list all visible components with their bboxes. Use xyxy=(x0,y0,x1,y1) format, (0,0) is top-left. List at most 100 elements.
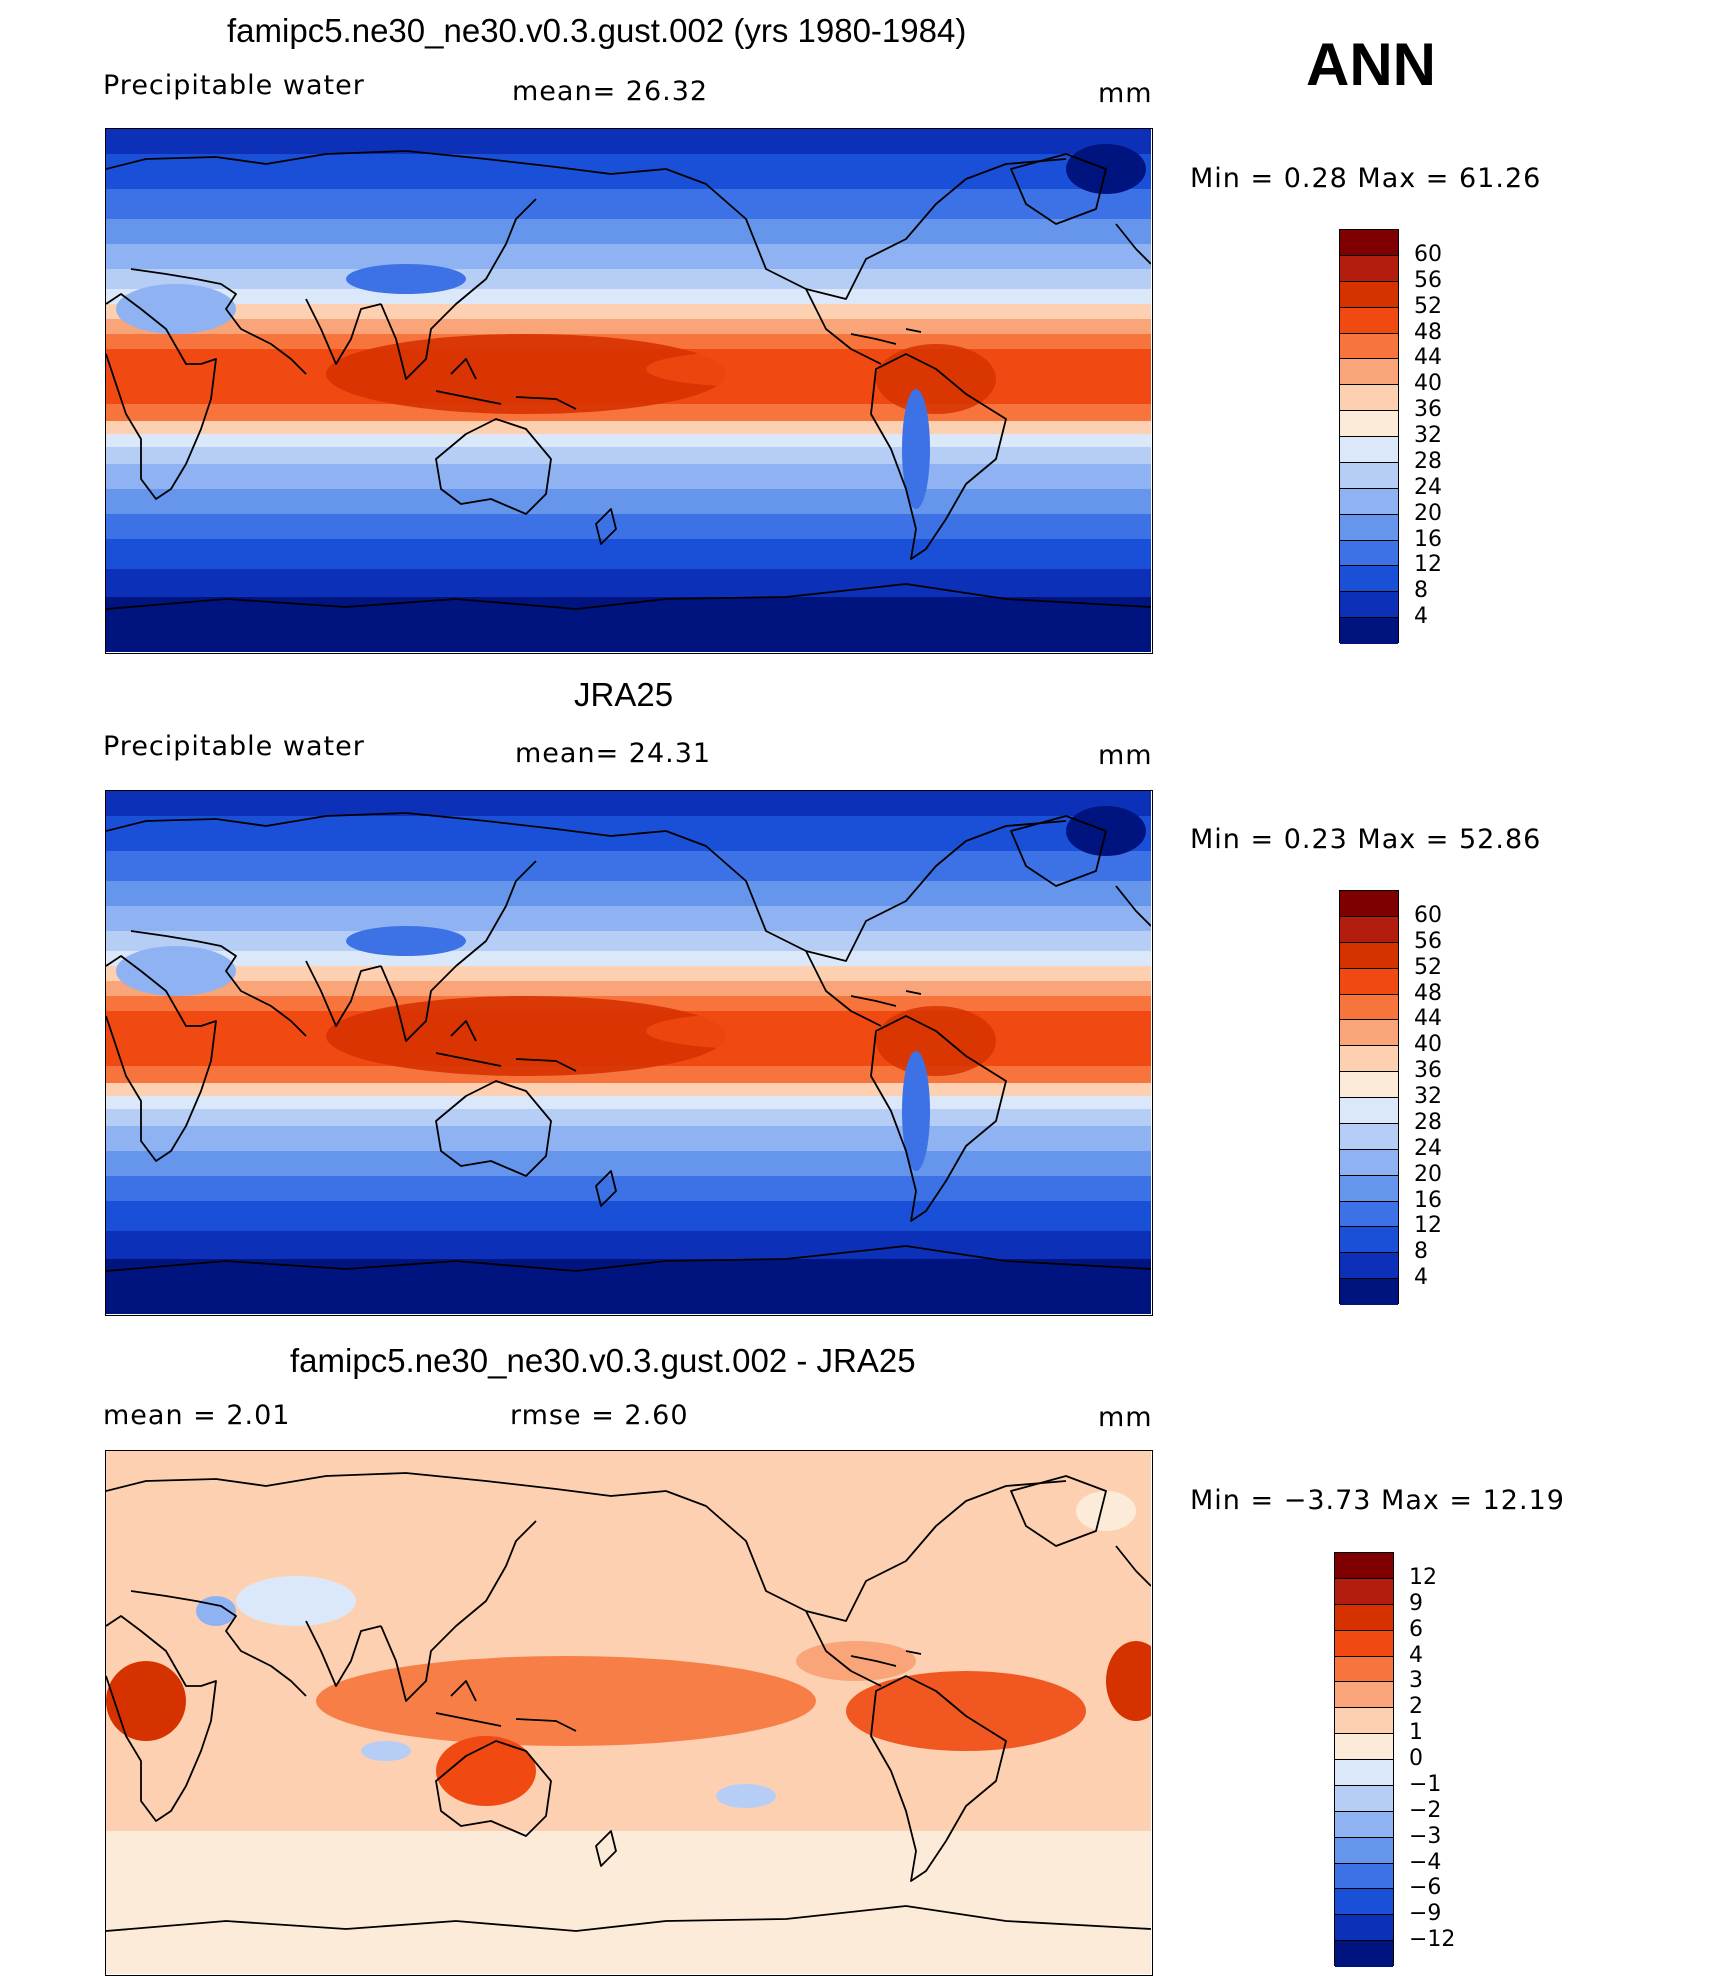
colorbar-swatch xyxy=(1340,359,1398,386)
map-field xyxy=(106,129,1151,652)
colorbar-swatch xyxy=(1340,1123,1398,1150)
colorbar-swatch xyxy=(1335,1604,1393,1631)
colorbar-tick-label: −12 xyxy=(1409,1927,1456,1953)
colorbar-tick-label: 32 xyxy=(1414,1084,1442,1109)
colorbar-swatch xyxy=(1335,1811,1393,1838)
colorbar-tick-label: −3 xyxy=(1409,1823,1442,1849)
colorbar-swatch xyxy=(1340,1279,1398,1305)
colorbar-swatch xyxy=(1335,1734,1393,1760)
map-field xyxy=(106,1451,1151,1974)
colorbar-swatch xyxy=(1340,1149,1398,1176)
colorbar-swatch xyxy=(1340,307,1398,334)
colorbar-tick-label: 60 xyxy=(1414,241,1442,267)
panel-1-variable-label: Precipitable water xyxy=(103,70,365,101)
colorbar-tick-label: −2 xyxy=(1409,1797,1442,1823)
panel-2-units: mm xyxy=(1098,740,1153,771)
panel-2-title: JRA25 xyxy=(574,676,674,713)
colorbar-tick-label: 2 xyxy=(1409,1694,1423,1720)
colorbar-swatch xyxy=(1340,1201,1398,1228)
colorbar-tick-label: 28 xyxy=(1414,1109,1442,1135)
colorbar-tick-label: 16 xyxy=(1414,526,1442,552)
panel-1-mean-label: mean= 26.32 xyxy=(512,76,709,107)
panel-3-map xyxy=(105,1450,1153,1976)
colorbar-tick-label: 4 xyxy=(1414,604,1428,630)
colorbar-tick-label: 9 xyxy=(1409,1590,1423,1616)
colorbar-tick-label: 1 xyxy=(1409,1720,1423,1746)
season-label: ANN xyxy=(1306,31,1436,98)
panel-2-variable-label: Precipitable water xyxy=(103,731,365,762)
colorbar-swatch xyxy=(1340,1072,1398,1098)
colorbar-tick-label: 44 xyxy=(1414,1006,1442,1032)
colorbar-tick-label: 60 xyxy=(1414,902,1442,928)
colorbar-tick-label: 52 xyxy=(1414,293,1442,319)
panel-3-rmse-label: rmse = 2.60 xyxy=(510,1400,689,1431)
colorbar-tick-label: 48 xyxy=(1414,319,1442,345)
colorbar-tick-label: −9 xyxy=(1409,1901,1442,1927)
colorbar-swatch xyxy=(1340,514,1398,541)
colorbar-swatch xyxy=(1335,1837,1393,1864)
colorbar-swatch xyxy=(1340,566,1398,593)
colorbar-tick-label: 28 xyxy=(1414,448,1442,474)
panel-2-map xyxy=(105,790,1153,1316)
colorbar-tick-label: −6 xyxy=(1409,1875,1442,1901)
colorbar-swatch xyxy=(1340,540,1398,567)
colorbar-tick-label: 36 xyxy=(1414,397,1442,423)
colorbar-tick-label: 56 xyxy=(1414,267,1442,293)
colorbar-tick-label: 56 xyxy=(1414,928,1442,954)
colorbar-swatch xyxy=(1335,1760,1393,1786)
colorbar-tick-label: 36 xyxy=(1414,1058,1442,1084)
colorbar-swatch xyxy=(1335,1915,1393,1942)
colorbar-swatch xyxy=(1340,437,1398,463)
colorbar-swatch xyxy=(1340,618,1398,644)
colorbar-tick-label: 4 xyxy=(1409,1642,1423,1668)
panel-2-minmax: Min = 0.23 Max = 52.86 xyxy=(1190,824,1542,855)
colorbar-tick-label: 12 xyxy=(1414,1213,1442,1239)
colorbar-tick-label: 40 xyxy=(1414,1032,1442,1058)
colorbar-swatch xyxy=(1335,1682,1393,1709)
panel-3-minmax: Min = −3.73 Max = 12.19 xyxy=(1190,1485,1565,1516)
panel-2-mean-label: mean= 24.31 xyxy=(515,738,712,769)
panel-1-title: famipc5.ne30_ne30.v0.3.gust.002 (yrs 198… xyxy=(227,12,967,49)
colorbar-swatch xyxy=(1340,1020,1398,1047)
panel-1-map xyxy=(105,128,1153,654)
colorbar-swatch xyxy=(1335,1656,1393,1683)
panel-3-colorbar xyxy=(1334,1552,1394,1967)
colorbar-swatch xyxy=(1340,1098,1398,1124)
colorbar-tick-label: 16 xyxy=(1414,1187,1442,1213)
colorbar-swatch xyxy=(1335,1863,1393,1890)
colorbar-swatch xyxy=(1340,462,1398,489)
colorbar-tick-label: 52 xyxy=(1414,954,1442,980)
colorbar-swatch xyxy=(1340,592,1398,619)
colorbar-swatch xyxy=(1335,1553,1393,1579)
colorbar-tick-label: 8 xyxy=(1414,1239,1428,1265)
colorbar-tick-label: 20 xyxy=(1414,500,1442,526)
colorbar-tick-label: 48 xyxy=(1414,980,1442,1006)
map-field xyxy=(106,791,1151,1314)
colorbar-tick-label: 20 xyxy=(1414,1161,1442,1187)
colorbar-swatch xyxy=(1340,1227,1398,1254)
colorbar-tick-label: 24 xyxy=(1414,474,1442,500)
colorbar-tick-label: −1 xyxy=(1409,1771,1442,1797)
colorbar-swatch xyxy=(1340,281,1398,308)
panel-1-minmax: Min = 0.28 Max = 61.26 xyxy=(1190,163,1542,194)
colorbar-swatch xyxy=(1340,1253,1398,1280)
colorbar-swatch xyxy=(1335,1708,1393,1735)
colorbar-tick-label: 40 xyxy=(1414,371,1442,397)
colorbar-swatch xyxy=(1340,411,1398,437)
colorbar-swatch xyxy=(1340,916,1398,943)
colorbar-tick-label: 12 xyxy=(1414,552,1442,578)
colorbar-swatch xyxy=(1340,488,1398,515)
colorbar-swatch xyxy=(1340,230,1398,256)
colorbar-swatch xyxy=(1340,1046,1398,1073)
panel-1-units: mm xyxy=(1098,78,1153,109)
colorbar-swatch xyxy=(1335,1889,1393,1916)
colorbar-tick-label: 0 xyxy=(1409,1746,1423,1771)
colorbar-swatch xyxy=(1340,994,1398,1021)
colorbar-tick-label: −4 xyxy=(1409,1849,1442,1875)
panel-1-colorbar xyxy=(1339,229,1399,644)
colorbar-tick-label: 44 xyxy=(1414,345,1442,371)
colorbar-swatch xyxy=(1335,1578,1393,1605)
colorbar-tick-label: 12 xyxy=(1409,1564,1437,1590)
colorbar-swatch xyxy=(1335,1941,1393,1967)
colorbar-swatch xyxy=(1340,385,1398,412)
